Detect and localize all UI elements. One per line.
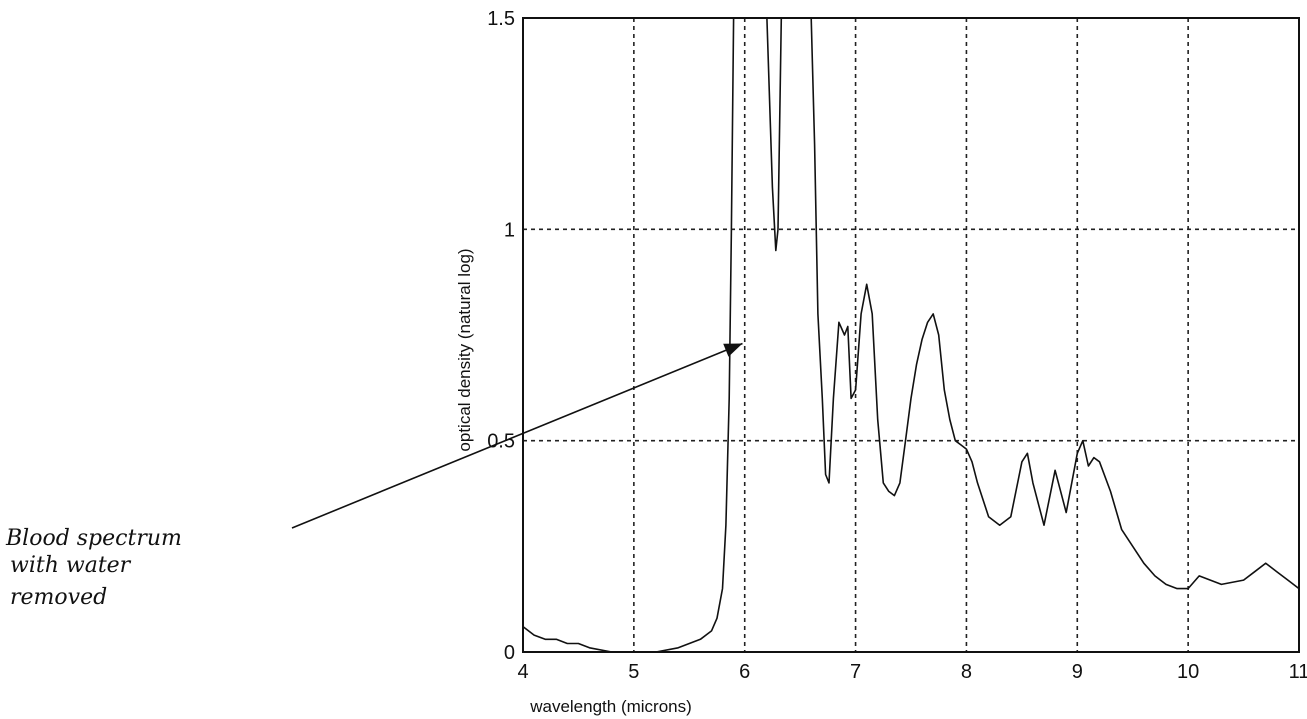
x-axis-label: wavelength (microns) <box>529 697 692 716</box>
annotation-line-1: Blood spectrum <box>5 526 182 551</box>
x-tick-label: 4 <box>517 661 528 683</box>
x-tick-label: 11 <box>1289 661 1307 683</box>
annotation-line-2: with water <box>10 553 132 578</box>
y-axis-label: optical density (natural log) <box>455 248 474 451</box>
y-tick-label: 1.5 <box>487 8 515 30</box>
annotation-line-3: removed <box>10 585 107 610</box>
x-tick-label: 8 <box>961 661 972 683</box>
y-tick-label: 1 <box>504 219 515 241</box>
x-tick-label: 10 <box>1177 661 1199 683</box>
y-tick-label: 0 <box>504 642 515 664</box>
x-tick-label: 5 <box>628 661 639 683</box>
x-tick-label: 9 <box>1072 661 1083 683</box>
x-tick-label: 6 <box>739 661 750 683</box>
x-tick-label: 7 <box>850 661 861 683</box>
